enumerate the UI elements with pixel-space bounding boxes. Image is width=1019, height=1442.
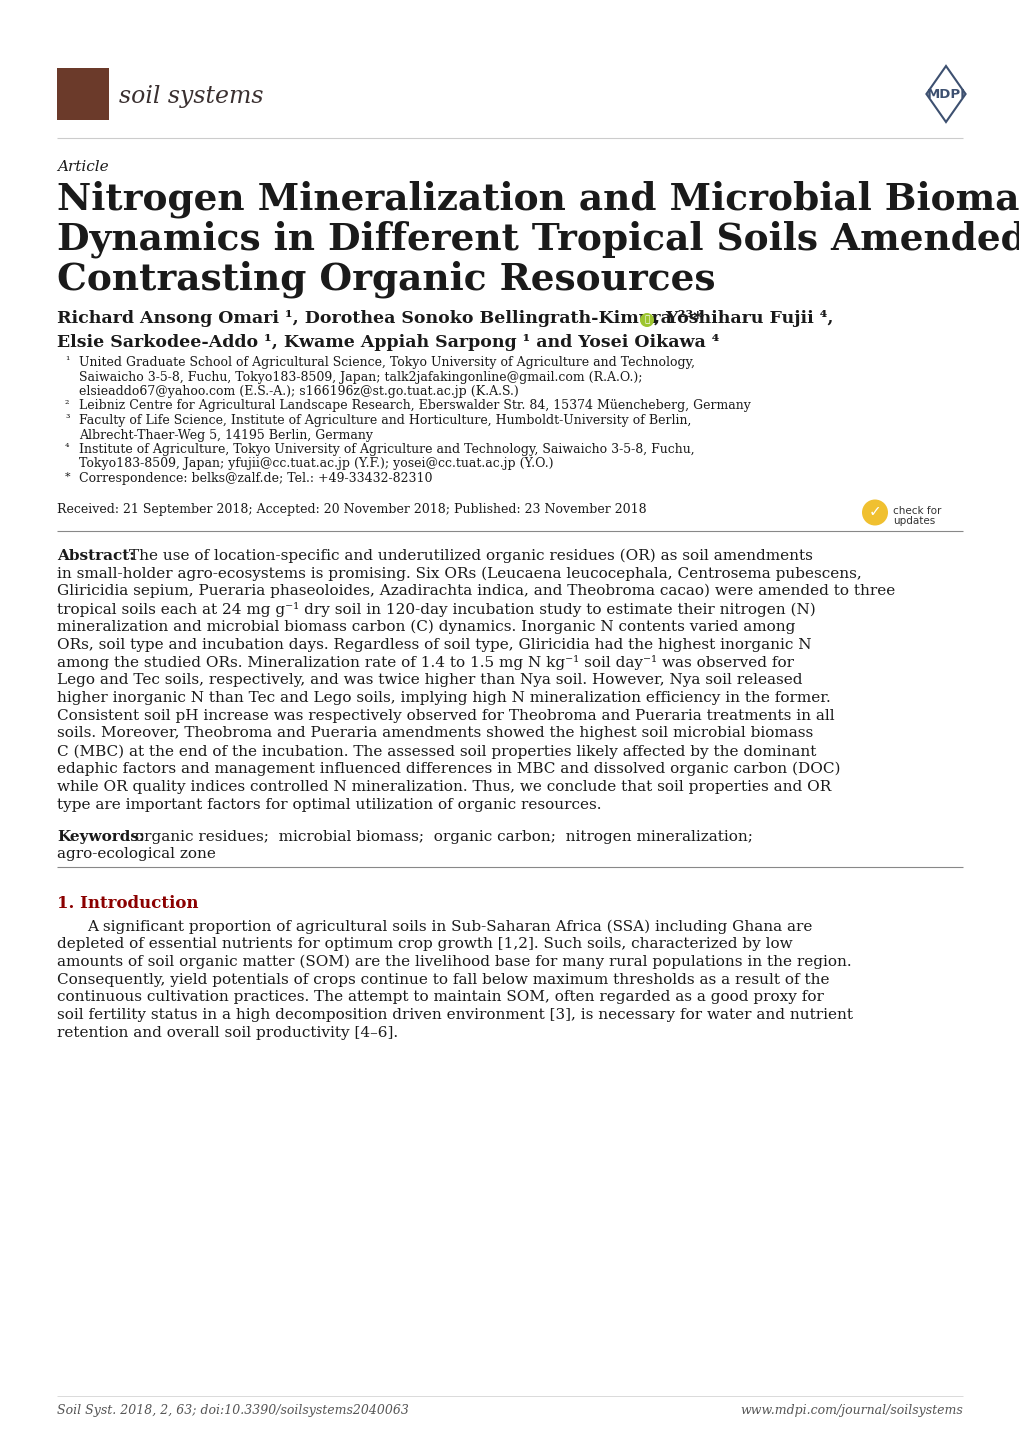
Text: organic residues;  microbial biomass;  organic carbon;  nitrogen mineralization;: organic residues; microbial biomass; org…	[135, 829, 752, 844]
Text: soil fertility status in a high decomposition driven environment [3], is necessa: soil fertility status in a high decompos…	[57, 1008, 852, 1022]
Text: Tokyo183-8509, Japan; yfujii@cc.tuat.ac.jp (Y.F.); yosei@cc.tuat.ac.jp (Y.O.): Tokyo183-8509, Japan; yfujii@cc.tuat.ac.…	[78, 457, 553, 470]
Polygon shape	[925, 66, 965, 123]
Text: A significant proportion of agricultural soils in Sub-Saharan Africa (SSA) inclu: A significant proportion of agricultural…	[87, 920, 811, 933]
Text: in small-holder agro-ecosystems is promising. Six ORs (Leucaena leucocephala, Ce: in small-holder agro-ecosystems is promi…	[57, 567, 861, 581]
Text: ¹: ¹	[65, 356, 69, 366]
Text: Consistent soil pH increase was respectively observed for Theobroma and Pueraria: Consistent soil pH increase was respecti…	[57, 708, 834, 722]
Text: ✓: ✓	[868, 505, 880, 519]
Text: The use of location-specific and underutilized organic residues (OR) as soil ame: The use of location-specific and underut…	[128, 548, 812, 562]
Text: Saiwaicho 3-5-8, Fuchu, Tokyo183-8509, Japan; talk2jafakingonline@gmail.com (R.A: Saiwaicho 3-5-8, Fuchu, Tokyo183-8509, J…	[78, 371, 642, 384]
Text: Consequently, yield potentials of crops continue to fall below maximum threshold: Consequently, yield potentials of crops …	[57, 973, 828, 986]
Text: mineralization and microbial biomass carbon (C) dynamics. Inorganic N contents v: mineralization and microbial biomass car…	[57, 620, 795, 634]
Text: tropical soils each at 24 mg g⁻¹ dry soil in 120-day incubation study to estimat: tropical soils each at 24 mg g⁻¹ dry soi…	[57, 601, 815, 617]
Circle shape	[639, 313, 653, 327]
Text: Abstract:: Abstract:	[57, 548, 135, 562]
Text: soil systems: soil systems	[119, 85, 263, 108]
Text: Soil Syst. 2018, 2, 63; doi:10.3390/soilsystems2040063: Soil Syst. 2018, 2, 63; doi:10.3390/soil…	[57, 1405, 409, 1417]
Text: www.mdpi.com/journal/soilsystems: www.mdpi.com/journal/soilsystems	[740, 1405, 962, 1417]
Text: ³: ³	[65, 414, 69, 424]
Text: ⓘ: ⓘ	[644, 316, 649, 324]
Text: Faculty of Life Science, Institute of Agriculture and Horticulture, Humboldt-Uni: Faculty of Life Science, Institute of Ag…	[78, 414, 691, 427]
Text: *: *	[65, 472, 70, 482]
Text: Elsie Sarkodee-Addo ¹, Kwame Appiah Sarpong ¹ and Yosei Oikawa ⁴: Elsie Sarkodee-Addo ¹, Kwame Appiah Sarp…	[57, 335, 718, 350]
Text: Dynamics in Different Tropical Soils Amended with: Dynamics in Different Tropical Soils Ame…	[57, 221, 1019, 258]
Text: Article: Article	[57, 160, 108, 174]
Text: ⁴: ⁴	[65, 443, 69, 453]
Text: Keywords:: Keywords:	[57, 829, 145, 844]
Text: Leibniz Centre for Agricultural Landscape Research, Eberswalder Str. 84, 15374 M: Leibniz Centre for Agricultural Landscap…	[78, 399, 750, 412]
Text: edaphic factors and management influenced differences in MBC and dissolved organ: edaphic factors and management influence…	[57, 763, 840, 776]
Text: , Yoshiharu Fujii ⁴,: , Yoshiharu Fujii ⁴,	[653, 310, 833, 327]
Text: Nitrogen Mineralization and Microbial Biomass: Nitrogen Mineralization and Microbial Bi…	[57, 180, 1019, 218]
Text: Correspondence: belks@zalf.de; Tel.: +49-33432-82310: Correspondence: belks@zalf.de; Tel.: +49…	[78, 472, 432, 485]
Text: Contrasting Organic Resources: Contrasting Organic Resources	[57, 260, 714, 297]
Text: 1. Introduction: 1. Introduction	[57, 895, 199, 913]
Text: agro-ecological zone: agro-ecological zone	[57, 848, 216, 861]
Text: Richard Ansong Omari ¹, Dorothea Sonoko Bellingrath-Kimura ²³*: Richard Ansong Omari ¹, Dorothea Sonoko …	[57, 310, 702, 327]
Text: updates: updates	[892, 515, 934, 525]
Text: elsieaddo67@yahoo.com (E.S.-A.); s166196z@st.go.tuat.ac.jp (K.A.S.): elsieaddo67@yahoo.com (E.S.-A.); s166196…	[78, 385, 519, 398]
Text: ²: ²	[65, 399, 69, 410]
Text: while OR quality indices controlled N mineralization. Thus, we conclude that soi: while OR quality indices controlled N mi…	[57, 780, 830, 795]
Text: Gliricidia sepium, Pueraria phaseoloides, Azadirachta indica, and Theobroma caca: Gliricidia sepium, Pueraria phaseoloides…	[57, 584, 895, 598]
Text: retention and overall soil productivity [4–6].: retention and overall soil productivity …	[57, 1027, 397, 1040]
Text: depleted of essential nutrients for optimum crop growth [1,2]. Such soils, chara: depleted of essential nutrients for opti…	[57, 937, 792, 952]
Text: Institute of Agriculture, Tokyo University of Agriculture and Technology, Saiwai: Institute of Agriculture, Tokyo Universi…	[78, 443, 694, 456]
Text: Albrecht-Thaer-Weg 5, 14195 Berlin, Germany: Albrecht-Thaer-Weg 5, 14195 Berlin, Germ…	[78, 428, 373, 441]
Text: higher inorganic N than Tec and Lego soils, implying high N mineralization effic: higher inorganic N than Tec and Lego soi…	[57, 691, 829, 705]
FancyBboxPatch shape	[57, 68, 109, 120]
Text: amounts of soil organic matter (SOM) are the livelihood base for many rural popu: amounts of soil organic matter (SOM) are…	[57, 955, 851, 969]
Text: type are important factors for optimal utilization of organic resources.: type are important factors for optimal u…	[57, 797, 601, 812]
Text: MDPI: MDPI	[925, 88, 965, 101]
Text: Received: 21 September 2018; Accepted: 20 November 2018; Published: 23 November : Received: 21 September 2018; Accepted: 2…	[57, 502, 646, 515]
Text: C (MBC) at the end of the incubation. The assessed soil properties likely affect: C (MBC) at the end of the incubation. Th…	[57, 744, 815, 758]
Text: check for: check for	[892, 506, 941, 515]
Text: soils. Moreover, Theobroma and Pueraria amendments showed the highest soil micro: soils. Moreover, Theobroma and Pueraria …	[57, 727, 812, 741]
Text: continuous cultivation practices. The attempt to maintain SOM, often regarded as: continuous cultivation practices. The at…	[57, 991, 823, 1005]
Text: among the studied ORs. Mineralization rate of 1.4 to 1.5 mg N kg⁻¹ soil day⁻¹ wa: among the studied ORs. Mineralization ra…	[57, 655, 793, 671]
Text: United Graduate School of Agricultural Science, Tokyo University of Agriculture : United Graduate School of Agricultural S…	[78, 356, 694, 369]
Text: Lego and Tec soils, respectively, and was twice higher than Nya soil. However, N: Lego and Tec soils, respectively, and wa…	[57, 673, 802, 686]
Circle shape	[861, 499, 888, 525]
Text: ORs, soil type and incubation days. Regardless of soil type, Gliricidia had the : ORs, soil type and incubation days. Rega…	[57, 637, 811, 652]
